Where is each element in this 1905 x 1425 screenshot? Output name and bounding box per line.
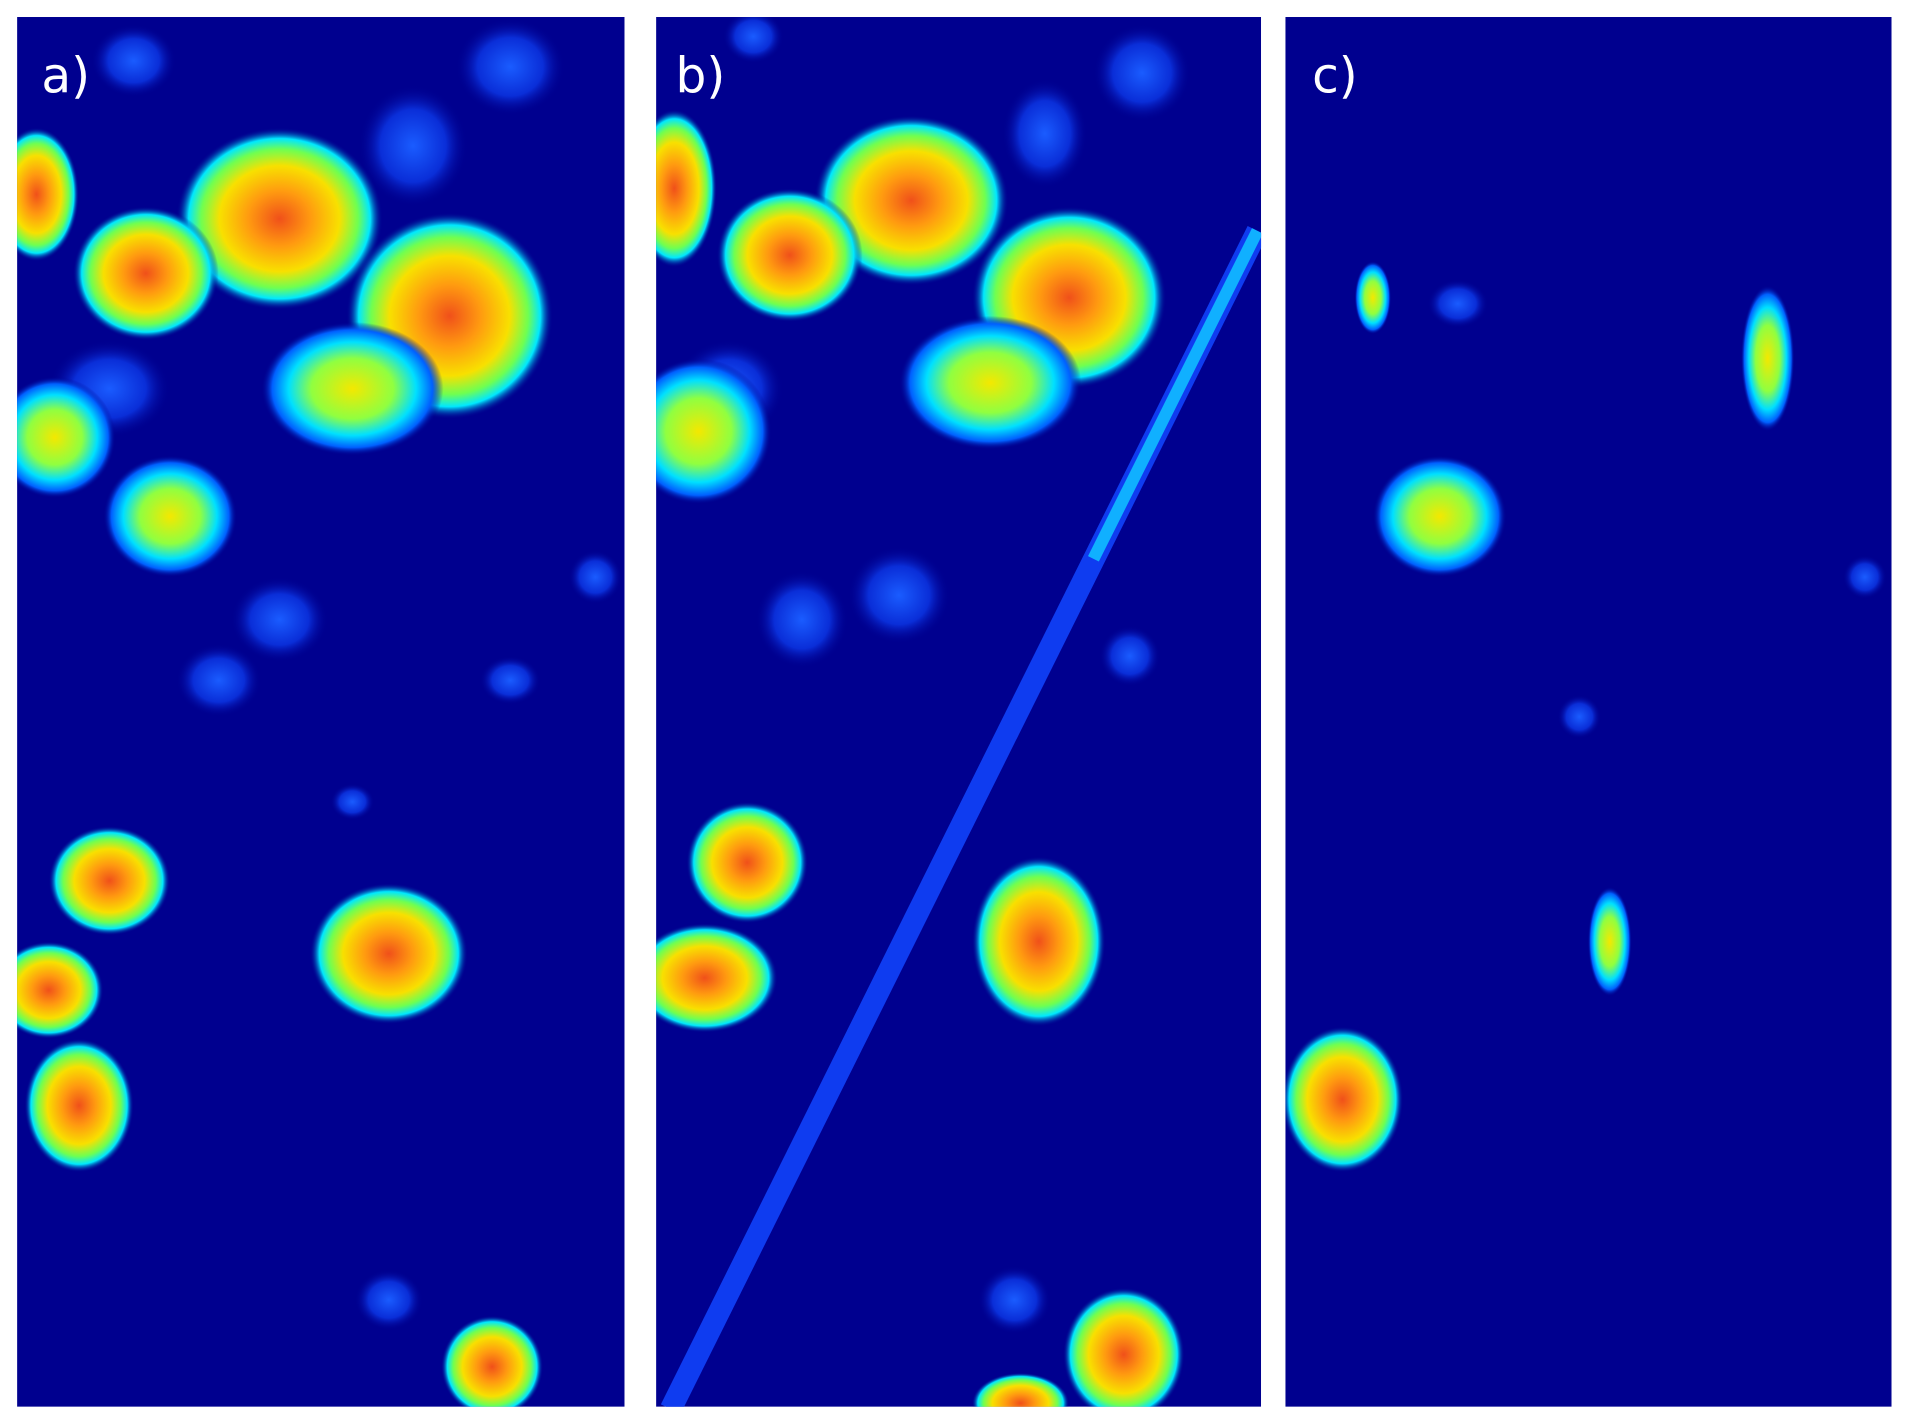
blob	[971, 856, 1106, 1027]
blob	[17, 376, 116, 499]
blob	[1427, 279, 1489, 329]
blob	[722, 17, 784, 64]
blob	[455, 18, 565, 116]
blob	[72, 206, 219, 341]
blob	[1372, 455, 1507, 578]
blob	[1099, 625, 1161, 687]
blob	[91, 24, 177, 98]
blob	[309, 883, 468, 1025]
panel	[656, 17, 1262, 1407]
blob	[330, 783, 375, 821]
blob	[358, 85, 468, 207]
blob	[1557, 694, 1602, 739]
blob	[755, 570, 849, 669]
blob	[176, 127, 383, 310]
blob	[1285, 1026, 1404, 1173]
blob	[1587, 886, 1632, 997]
panel	[17, 17, 625, 1407]
blob	[899, 315, 1082, 450]
blob	[24, 1038, 134, 1173]
blob	[716, 188, 863, 322]
blob	[814, 115, 1009, 286]
blob	[441, 1315, 544, 1407]
blob	[1842, 555, 1887, 599]
blob	[103, 455, 237, 578]
blob	[261, 321, 444, 456]
blob	[354, 1269, 423, 1331]
blob	[176, 643, 262, 717]
blob	[17, 941, 104, 1039]
blob	[978, 1265, 1051, 1334]
blob	[1354, 261, 1392, 335]
blob	[230, 577, 329, 663]
blob	[656, 109, 717, 268]
panel-label: a)	[41, 48, 90, 104]
panel-label: c)	[1312, 48, 1358, 104]
blob	[971, 1372, 1070, 1407]
blob	[479, 656, 541, 705]
blob	[656, 923, 778, 1033]
blob	[656, 358, 772, 505]
blob	[48, 826, 171, 936]
blob	[1093, 24, 1191, 122]
blob	[17, 127, 80, 262]
blob	[1740, 285, 1795, 432]
blob	[568, 550, 623, 604]
panel	[1285, 17, 1892, 1407]
blob	[686, 801, 808, 924]
blob	[848, 546, 951, 644]
blob	[1002, 78, 1088, 189]
blob	[1063, 1287, 1185, 1407]
panel-label: b)	[676, 48, 726, 104]
